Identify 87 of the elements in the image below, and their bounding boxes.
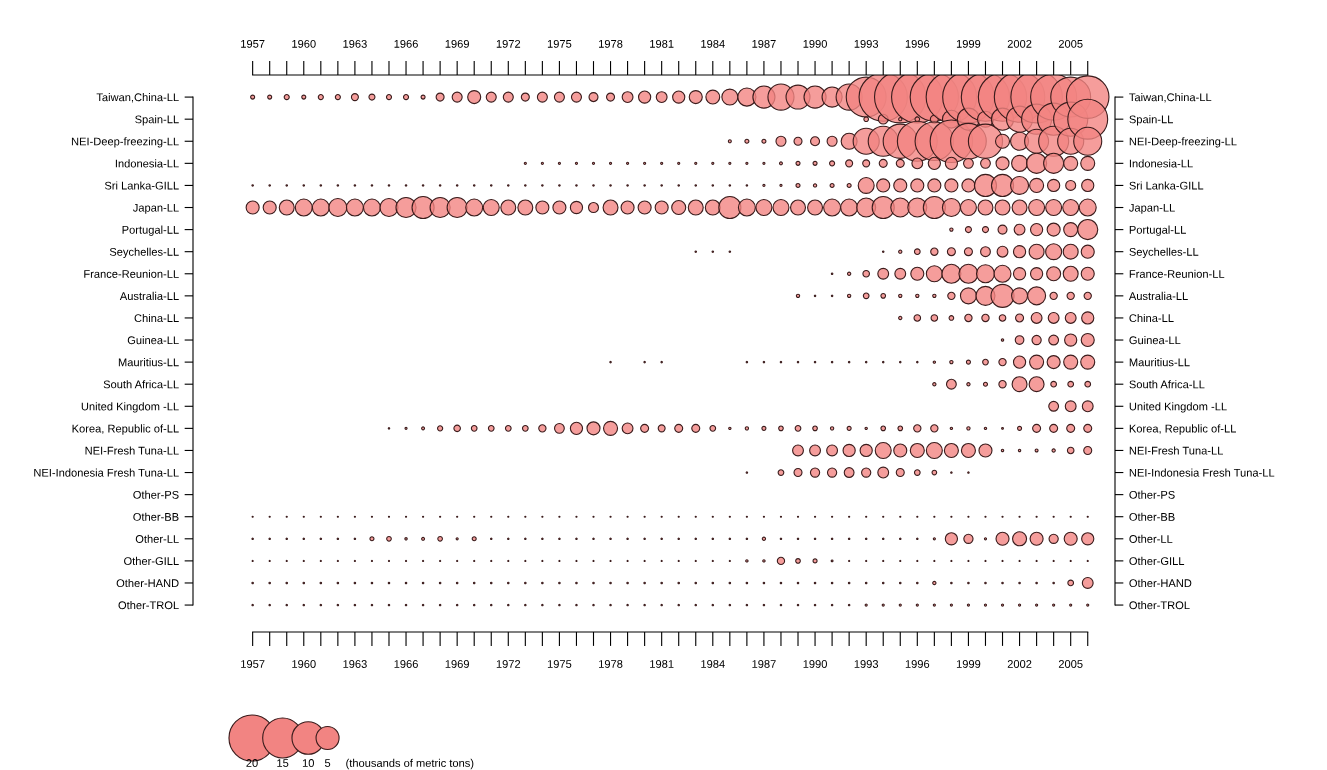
y-tick-label: Indonesia-LL bbox=[1129, 159, 1193, 168]
x-tick-label: 2002 bbox=[1007, 39, 1032, 48]
x2-tick-label: 1966 bbox=[394, 660, 418, 668]
x-tick-label: 1972 bbox=[496, 39, 521, 48]
x2-tick-label: 2002 bbox=[1007, 660, 1032, 668]
y2-tick-label: Mauritius-LL bbox=[118, 358, 179, 367]
y-tick-label: NEI-Deep-freezing-LL bbox=[1129, 137, 1237, 148]
x2-tick-label: 1969 bbox=[445, 660, 469, 668]
y2-tick-label: France-Reunion-LL bbox=[84, 269, 179, 278]
legend-label: 20 bbox=[246, 759, 258, 767]
y-tick-label: Japan-LL bbox=[1129, 203, 1175, 214]
y-tick-label: Other-LL bbox=[1129, 534, 1173, 543]
y-tick-label: NEI-Fresh Tuna-LL bbox=[1129, 446, 1223, 455]
y-tick-label: Other-BB bbox=[1129, 512, 1175, 521]
x-tick-label: 1960 bbox=[292, 39, 316, 48]
x2-tick-label: 1975 bbox=[547, 660, 572, 668]
y2-tick-label: Other-HAND bbox=[116, 578, 179, 588]
y-tick-label: Korea, Republic of-LL bbox=[1129, 424, 1236, 435]
y2-tick-label: South Africa-LL bbox=[103, 380, 179, 389]
y-tick-label: China-LL bbox=[1129, 313, 1174, 323]
x-tick-label: 1969 bbox=[445, 39, 469, 48]
x-tick-label: 1966 bbox=[394, 39, 418, 48]
x2-tick-label: 1957 bbox=[241, 660, 265, 668]
y2-tick-label: Other-GILL bbox=[124, 556, 179, 566]
y-tick-label: Spain-LL bbox=[1129, 115, 1173, 126]
y2-tick-label: China-LL bbox=[134, 313, 179, 323]
y-tick-label: Australia-LL bbox=[1128, 291, 1188, 300]
x-tick-label: 1993 bbox=[854, 39, 879, 48]
text: (thousands of metric tons) bbox=[346, 758, 474, 770]
y-tick-label: United Kingdom -LL bbox=[1129, 402, 1227, 413]
x-tick-label: 1999 bbox=[956, 39, 981, 48]
x2-tick-label: 1999 bbox=[956, 660, 981, 668]
x-tick-label: 1996 bbox=[905, 39, 930, 48]
x2-tick-label: 1990 bbox=[803, 660, 827, 668]
y2-tick-label: Seychelles-LL bbox=[109, 247, 179, 259]
x2-tick-label: 2005 bbox=[1058, 660, 1083, 668]
y2-tick-label: NEI-Deep-freezing-LL bbox=[71, 137, 179, 148]
y2-tick-label: Other-LL bbox=[135, 534, 179, 543]
y2-tick-label: Japan-LL bbox=[132, 203, 179, 214]
y2-tick-label: Portugal-LL bbox=[122, 225, 179, 236]
y2-tick-label: Korea, Republic of-LL bbox=[72, 424, 179, 435]
y-tick-label: Sri Lanka-GILL bbox=[1129, 181, 1204, 190]
y-tick-label: Seychelles-LL bbox=[1129, 247, 1199, 259]
legend-label: 15 bbox=[277, 759, 289, 767]
y-tick-label: Other-PS bbox=[1129, 490, 1175, 499]
x2-tick-label: 1984 bbox=[701, 660, 725, 668]
y2-tick-label: Other-PS bbox=[133, 490, 179, 499]
y-tick-label: Portugal-LL bbox=[1129, 225, 1186, 236]
y-tick-label: Guinea-LL bbox=[1129, 336, 1181, 345]
y-tick-label: South Africa-LL bbox=[1129, 380, 1205, 389]
y2-tick-label: Other-TROL bbox=[118, 601, 179, 610]
x-tick-label: 1987 bbox=[752, 39, 776, 48]
y-tick-label: Other-TROL bbox=[1129, 601, 1190, 610]
x2-tick-label: 1993 bbox=[854, 660, 879, 668]
x-tick-label: 2005 bbox=[1058, 39, 1083, 48]
y2-tick-label: NEI-Indonesia Fresh Tuna-LL bbox=[34, 468, 179, 477]
x-tick-label: 1984 bbox=[701, 39, 725, 48]
y-tick-label: France-Reunion-LL bbox=[1129, 269, 1225, 278]
y2-tick-label: NEI-Fresh Tuna-LL bbox=[85, 446, 179, 455]
x2-tick-label: 1981 bbox=[650, 660, 674, 668]
x2-tick-label: 1996 bbox=[905, 660, 930, 668]
x-tick-label: 1978 bbox=[599, 39, 623, 48]
x2-tick-label: 1987 bbox=[752, 660, 776, 668]
x-tick-label: 1981 bbox=[650, 39, 674, 48]
y2-tick-label: Spain-LL bbox=[135, 115, 179, 126]
y-tick-label: NEI-Indonesia Fresh Tuna-LL bbox=[1129, 468, 1275, 477]
x2-tick-label: 1972 bbox=[496, 660, 521, 668]
y-tick-label: Other-HAND bbox=[1129, 578, 1192, 588]
x2-tick-label: 1960 bbox=[292, 660, 316, 668]
y-tick-label: Mauritius-LL bbox=[1129, 358, 1190, 367]
x-tick-label: 1957 bbox=[241, 39, 265, 48]
y2-tick-label: Australia-LL bbox=[119, 291, 179, 300]
x-tick-label: 1963 bbox=[343, 39, 367, 48]
x-tick-label: 1975 bbox=[547, 39, 572, 48]
y2-tick-label: Taiwan,China-LL bbox=[96, 93, 179, 103]
y2-tick-label: Guinea-LL bbox=[127, 336, 179, 345]
y-tick-label: Other-GILL bbox=[1129, 556, 1185, 566]
legend-label: 10 bbox=[302, 759, 314, 767]
x2-tick-label: 1978 bbox=[599, 660, 623, 668]
y2-tick-label: United Kingdom -LL bbox=[81, 402, 179, 413]
x-tick-label: 1990 bbox=[803, 39, 827, 48]
y2-tick-label: Indonesia-LL bbox=[115, 159, 179, 168]
y2-tick-label: Sri Lanka-GILL bbox=[104, 181, 179, 190]
x2-tick-label: 1963 bbox=[343, 660, 367, 668]
y2-tick-label: Other-BB bbox=[133, 512, 179, 521]
legend-label: 5 bbox=[324, 759, 331, 767]
y-tick-label: Taiwan,China-LL bbox=[1129, 93, 1212, 103]
